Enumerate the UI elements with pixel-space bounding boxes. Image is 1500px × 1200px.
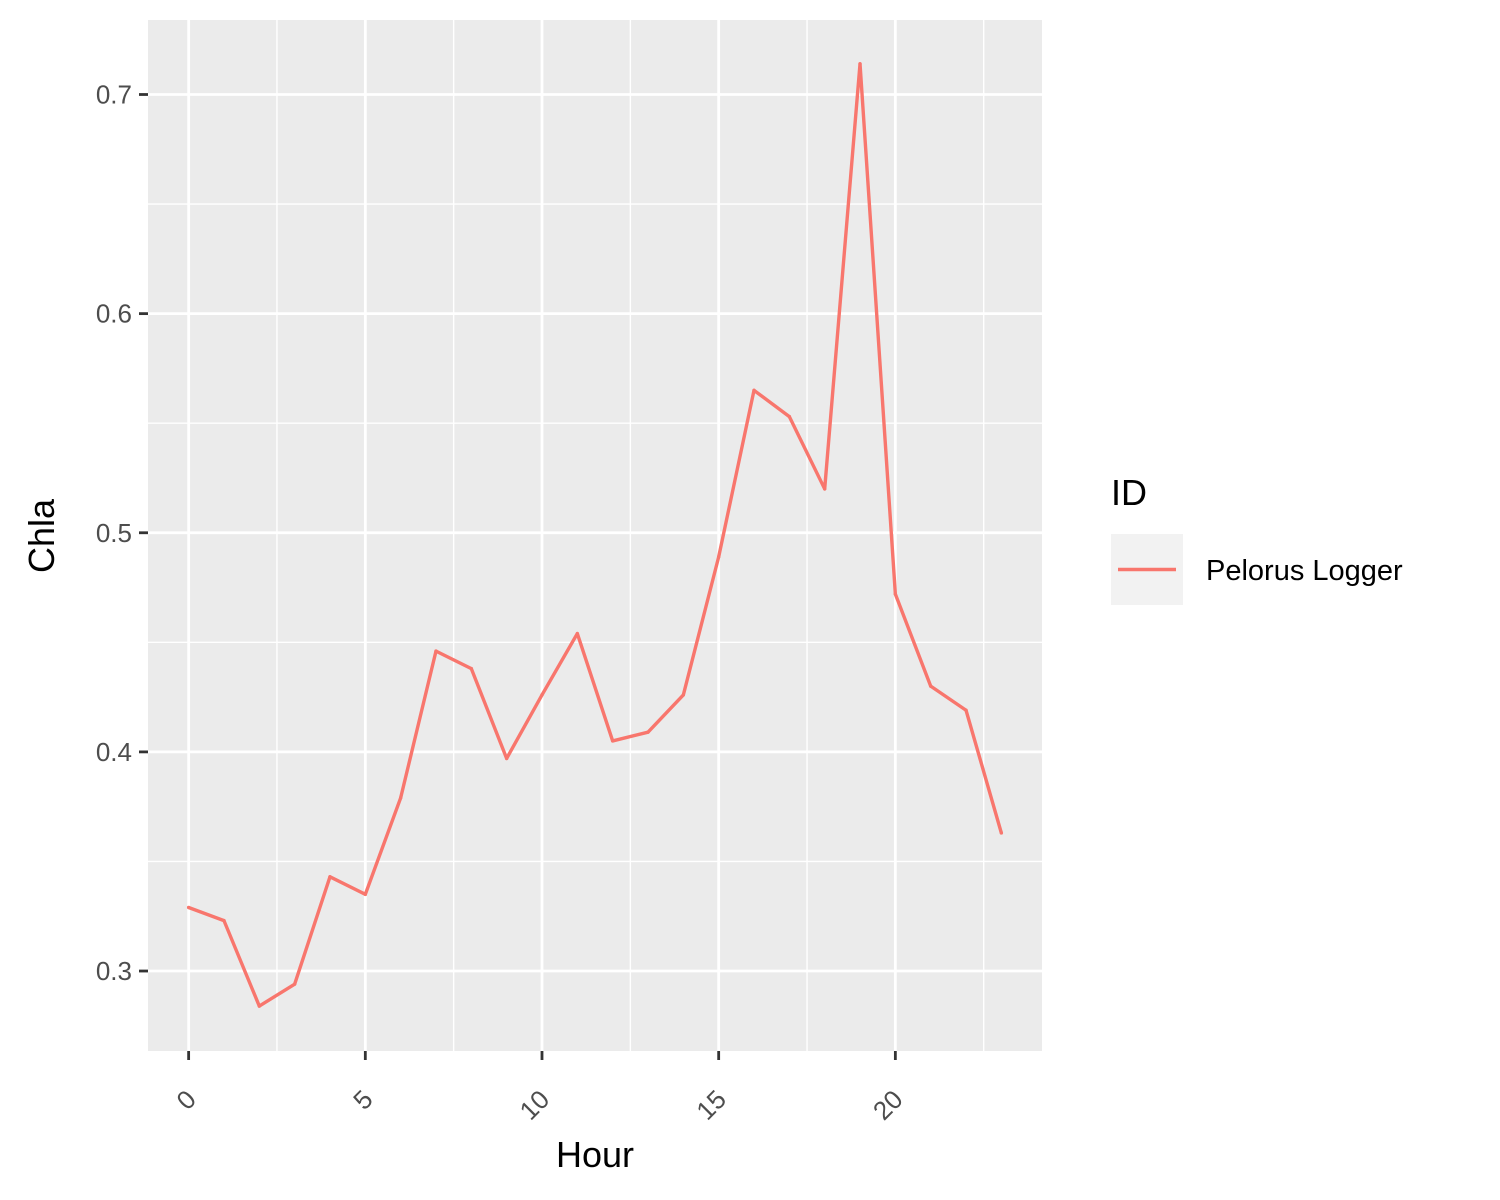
data-point [434,649,438,653]
x-axis: 0 5 10 15 20 [170,1051,909,1126]
data-point [398,796,403,800]
x-tick-label: 15 [690,1084,732,1126]
y-tick-label: 0.3 [96,956,132,986]
y-tick-label: 0.7 [96,80,132,110]
data-point [822,487,827,491]
x-tick-label: 5 [347,1084,378,1115]
data-point [893,592,898,596]
grid-minor [148,20,1042,1051]
x-tick-label: 20 [867,1084,909,1126]
y-tick-label: 0.5 [96,518,132,548]
data-point [469,666,474,671]
data-point [257,1004,262,1008]
data-point [787,414,792,419]
data-point [292,982,297,986]
data-point [328,875,332,879]
legend-title: ID [1111,472,1147,513]
grid-major [148,20,1042,1051]
data-point [363,892,368,897]
data-point [858,62,862,66]
y-tick-label: 0.6 [96,299,132,329]
plot-panel [148,20,1042,1051]
legend-label: Pelorus Logger [1206,555,1403,587]
data-point [575,631,580,636]
y-axis-title: Chla [21,498,62,573]
data-point [964,708,968,712]
data-point [999,831,1004,835]
y-tick-label: 0.4 [96,737,132,767]
x-axis-title: Hour [556,1134,634,1175]
data-point [540,693,544,697]
x-tick-label: 0 [170,1084,201,1115]
series-line [188,62,1003,1008]
data-point [610,739,615,743]
data-point [716,555,721,559]
data-point [222,918,226,923]
data-point [752,388,756,393]
x-tick-label: 10 [514,1084,556,1126]
series-layer [186,62,1004,1008]
data-point [646,730,650,734]
data-point [928,684,933,688]
data-point [681,693,686,697]
legend: ID Pelorus Logger [1111,472,1403,605]
data-point [504,756,509,761]
y-axis: 0.3 0.4 0.5 0.6 0.7 [96,80,148,986]
data-point [186,905,191,910]
